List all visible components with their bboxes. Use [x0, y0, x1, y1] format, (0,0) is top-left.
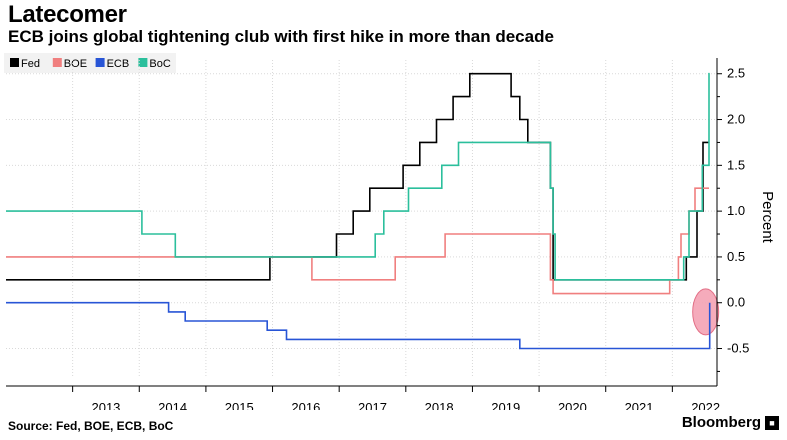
legend-label-boc: BoC — [149, 58, 170, 70]
legend-swatch-boc — [138, 58, 148, 67]
source-note: Source: Fed, BOE, ECB, BoC — [8, 419, 174, 433]
highlight-ellipse — [692, 288, 720, 336]
legend: Fed BOE ECB BoC — [4, 53, 176, 73]
legend-swatch-ecb — [95, 58, 105, 67]
x-tick-label: 2021 — [625, 400, 654, 410]
series-line-boc — [6, 72, 710, 281]
x-tick-label: 2016 — [291, 400, 320, 410]
x-tick-label: 2022 — [691, 400, 720, 410]
x-tick-label: 2015 — [225, 400, 254, 410]
annotation-layer — [692, 288, 720, 336]
brand: Bloomberg ■ — [682, 414, 779, 431]
y-tick-label: 1.5 — [727, 157, 745, 172]
chart-canvas: Fed BOE ECB BoC -0.5 0.0 0.5 1.0 1.5 2.0 2.5 2013 2… — [4, 53, 776, 410]
axes: -0.5 0.0 0.5 1.0 1.5 2.0 2.5 2013 2014 2015 2016 20… — [6, 58, 749, 410]
legend-label-ecb: ECB — [107, 58, 130, 70]
x-tick-label: 2018 — [425, 400, 454, 410]
x-tick-label: 2014 — [158, 400, 187, 410]
series-line-fed — [6, 72, 709, 281]
x-tick-label: 2020 — [558, 400, 587, 410]
chart-subtitle: ECB joins global tightening club with fi… — [8, 27, 554, 46]
series-layer — [6, 72, 711, 350]
x-tick-label: 2019 — [491, 400, 520, 410]
legend-label-fed: Fed — [21, 58, 40, 70]
chart-title: Latecomer — [8, 1, 127, 28]
legend-swatch-fed — [10, 58, 19, 67]
y-tick-label: 2.0 — [727, 112, 745, 127]
x-tick-label: 2013 — [91, 400, 120, 410]
y-tick-label: 0.5 — [727, 249, 745, 264]
series-line-boe — [6, 187, 709, 295]
y-tick-label: -0.5 — [727, 341, 749, 356]
series-line-ecb — [6, 301, 711, 350]
x-tick-label: 2017 — [358, 400, 387, 410]
y-axis-label: Percent — [759, 191, 776, 244]
gridlines — [6, 60, 717, 376]
legend-label-boe: BOE — [64, 58, 87, 70]
y-tick-label: 0.0 — [727, 295, 745, 310]
bloomberg-logo-icon: ■ — [765, 415, 779, 430]
legend-swatch-boe — [52, 58, 62, 67]
legend-background — [4, 53, 176, 73]
y-tick-label: 2.5 — [727, 66, 745, 81]
y-tick-label: 1.0 — [727, 203, 745, 218]
brand-label: Bloomberg — [681, 414, 761, 431]
